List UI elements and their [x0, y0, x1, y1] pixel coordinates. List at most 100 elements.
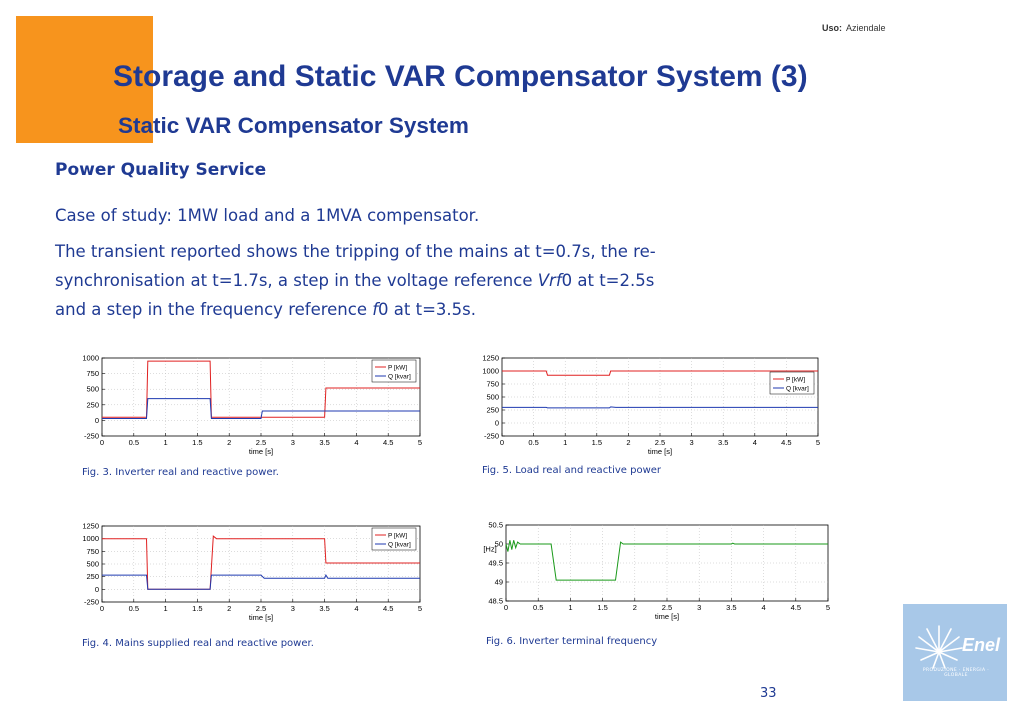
- x-tick-label: 4.5: [781, 438, 791, 447]
- series-line-p: [102, 535, 420, 590]
- vrf-symbol: Vrf: [537, 271, 562, 290]
- y-tick-label: 1000: [82, 354, 99, 363]
- x-tick-label: 2: [626, 438, 630, 447]
- x-tick-label: 4.5: [383, 604, 393, 613]
- y-tick-label: 48.5: [488, 597, 503, 606]
- transient-line-3-a: and a step in the frequency reference: [55, 300, 373, 319]
- x-tick-label: 0.5: [528, 438, 538, 447]
- enel-logo: Enel PRODUZIONE · ENERGIA · GLOBALE: [903, 604, 1007, 701]
- y-tick-label: 1250: [82, 522, 99, 531]
- series-line-q: [102, 574, 420, 590]
- y-tick-label: -250: [84, 432, 99, 441]
- x-tick-label: 1.5: [597, 603, 607, 612]
- legend-label: Q [kvar]: [388, 542, 411, 549]
- transient-line-2: synchronisation at t=1.7s, a step in the…: [55, 266, 656, 295]
- y-tick-label: -250: [484, 432, 499, 441]
- x-tick-label: 0: [100, 438, 104, 447]
- slide-subtitle: Static VAR Compensator System: [118, 113, 469, 138]
- y-tick-label: -250: [84, 598, 99, 607]
- x-tick-label: 3: [697, 603, 701, 612]
- legend-label: P [kW]: [388, 365, 407, 372]
- chart-fig3: 0 0.5 1 1.5 2 2.5 3 3.5 4 4.5 510007505002500-250t…: [82, 354, 422, 457]
- transient-line-3: and a step in the frequency reference f0…: [55, 295, 656, 324]
- y-tick-label: 250: [486, 406, 499, 415]
- transient-line-2-a: synchronisation at t=1.7s, a step in the…: [55, 271, 538, 290]
- series-line-p: [502, 370, 818, 376]
- y-tick-label: 500: [86, 560, 99, 569]
- x-tick-label: 3.5: [726, 603, 736, 612]
- x-tick-label: 5: [418, 604, 422, 613]
- legend-label: Q [kvar]: [786, 386, 809, 393]
- y-tick-label: 750: [86, 547, 99, 556]
- x-tick-label: 1.5: [592, 438, 602, 447]
- x-axis-label: time [s]: [655, 612, 679, 621]
- x-tick-label: 3.5: [319, 438, 329, 447]
- x-tick-label: 2.5: [256, 604, 266, 613]
- x-tick-label: 4: [762, 603, 766, 612]
- x-tick-label: 1: [563, 438, 567, 447]
- x-tick-label: 3.5: [718, 438, 728, 447]
- legend-label: P [kW]: [388, 533, 407, 540]
- chart-fig5: 0 0.5 1 1.5 2 2.5 3 3.5 4 4.5 5125010007505002500-…: [482, 354, 820, 457]
- x-axis-label: time [s]: [249, 447, 273, 456]
- x-tick-label: 0: [504, 603, 508, 612]
- x-tick-label: 3.5: [319, 604, 329, 613]
- x-tick-label: 1.5: [192, 604, 202, 613]
- y-tick-label: 50: [495, 540, 503, 549]
- x-tick-label: 3: [291, 438, 295, 447]
- fig5-caption: Fig. 5. Load real and reactive power: [482, 465, 662, 476]
- x-tick-label: 2: [227, 604, 231, 613]
- slide-title: Storage and Static VAR Compensator Syste…: [113, 60, 808, 93]
- x-tick-label: 2: [633, 603, 637, 612]
- y-tick-label: 1250: [482, 354, 499, 363]
- x-tick-label: 1: [568, 603, 572, 612]
- y-tick-label: 0: [95, 585, 99, 594]
- x-axis-label: time [s]: [648, 447, 672, 456]
- y-tick-label: 250: [86, 400, 99, 409]
- x-tick-label: 1.5: [192, 438, 202, 447]
- y-tick-label: 0: [495, 419, 499, 428]
- x-tick-label: 1: [164, 438, 168, 447]
- y-tick-label: 750: [486, 380, 499, 389]
- x-tick-label: 2.5: [256, 438, 266, 447]
- series-line-q: [102, 398, 420, 419]
- fig4-caption: Fig. 4. Mains supplied real and reactive…: [82, 638, 314, 649]
- y-tick-label: 50.5: [488, 521, 503, 530]
- legend-label: P [kW]: [786, 377, 805, 384]
- x-tick-label: 5: [826, 603, 830, 612]
- y-tick-label: 250: [86, 572, 99, 581]
- y-tick-label: 750: [86, 369, 99, 378]
- enel-subtitle: PRODUZIONE · ENERGIA · GLOBALE: [922, 668, 990, 678]
- orange-accent-block: [16, 16, 153, 143]
- x-tick-label: 4.5: [383, 438, 393, 447]
- y-tick-label: 1000: [82, 534, 99, 543]
- x-tick-label: 2.5: [662, 603, 672, 612]
- y-tick-label: 49: [495, 578, 503, 587]
- y-tick-label: 0: [95, 416, 99, 425]
- transient-description: The transient reported shows the trippin…: [55, 237, 656, 324]
- x-tick-label: 4.5: [791, 603, 801, 612]
- y-tick-label: 1000: [482, 367, 499, 376]
- y-axis-label: [Hz]: [483, 545, 496, 554]
- x-tick-label: 4: [354, 438, 358, 447]
- y-tick-label: 49.5: [488, 559, 503, 568]
- classification-label: Uso: Aziendale: [822, 23, 886, 33]
- enel-flower-icon: [915, 625, 963, 669]
- fig6-caption: Fig. 6. Inverter terminal frequency: [486, 636, 658, 647]
- x-tick-label: 2: [227, 438, 231, 447]
- chart-fig4: 0 0.5 1 1.5 2 2.5 3 3.5 4 4.5 5125010007505002500-…: [82, 522, 422, 623]
- x-tick-label: 4: [354, 604, 358, 613]
- x-tick-label: 1: [164, 604, 168, 613]
- f-symbol: f: [372, 300, 379, 319]
- y-tick-label: 500: [486, 393, 499, 402]
- x-tick-label: 0.5: [533, 603, 543, 612]
- x-tick-label: 0.5: [129, 604, 139, 613]
- x-tick-label: 0: [100, 604, 104, 613]
- x-tick-label: 4: [753, 438, 757, 447]
- x-tick-label: 0.5: [129, 438, 139, 447]
- transient-line-3-b: 0 at t=3.5s.: [378, 300, 476, 319]
- x-tick-label: 0: [500, 438, 504, 447]
- section-heading: Power Quality Service: [55, 160, 267, 180]
- uso-label: Uso:: [822, 23, 842, 33]
- y-tick-label: 500: [86, 385, 99, 394]
